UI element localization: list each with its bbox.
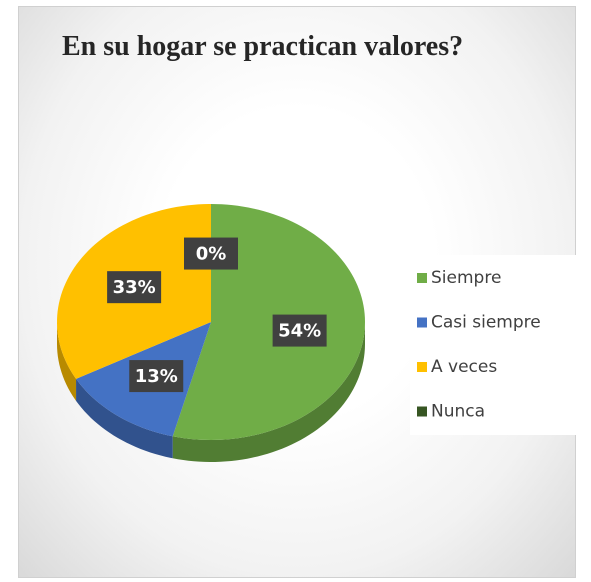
legend-label: Siempre [431, 268, 501, 288]
data-label: 54% [278, 321, 321, 342]
legend-swatch [417, 273, 427, 283]
legend-swatch [417, 317, 427, 328]
pie-side [76, 378, 173, 459]
legend-box [410, 255, 576, 435]
data-label: 13% [135, 366, 178, 387]
data-label-box [129, 360, 184, 393]
data-label-box [107, 271, 162, 304]
pie-side [57, 322, 77, 401]
data-label-box [272, 314, 327, 347]
legend-swatch [417, 362, 427, 372]
pie-side [172, 322, 365, 462]
legend-swatch [417, 406, 427, 417]
data-label-box [184, 237, 238, 270]
legend-label: Nunca [431, 402, 485, 422]
chart-title: En su hogar se practican valores? [62, 31, 464, 62]
legend-label: A veces [431, 357, 497, 377]
data-label: 0% [196, 244, 227, 265]
data-label: 33% [113, 277, 156, 298]
legend-label: Casi siempre [431, 313, 541, 333]
